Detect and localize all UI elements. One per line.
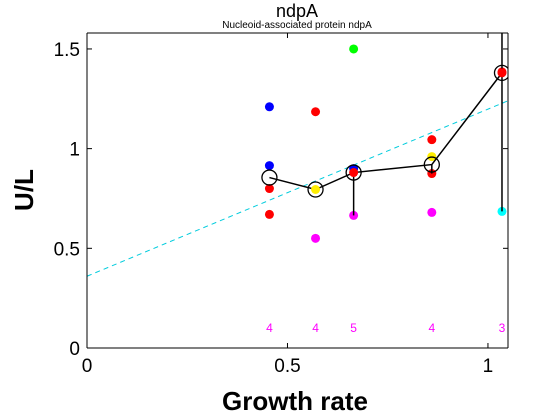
plot-clip-group: 4 4 5 4 3 bbox=[87, 33, 508, 335]
data-point bbox=[264, 161, 274, 171]
mean-marker-fill bbox=[497, 68, 507, 78]
y-tick-label: 1 bbox=[69, 140, 80, 161]
y-tick-label: 0.5 bbox=[54, 239, 80, 260]
plot-area: 4 4 5 4 3 0 0.5 1 0 0.5 1 1.5 bbox=[54, 32, 509, 377]
mean-marker-fill bbox=[311, 185, 321, 195]
count-label: 4 bbox=[428, 321, 435, 335]
count-label: 3 bbox=[499, 321, 506, 335]
y-axis-label: U/L bbox=[9, 169, 39, 211]
chart-subtitle: Nucleoid-associated protein ndpA bbox=[222, 20, 372, 31]
y-tick-label: 1.5 bbox=[54, 40, 80, 61]
y-tick-label: 0 bbox=[69, 339, 80, 360]
mean-marker bbox=[307, 181, 324, 198]
data-point bbox=[311, 233, 321, 243]
count-label: 4 bbox=[312, 321, 319, 335]
x-tick-label: 1 bbox=[483, 356, 494, 377]
mean-marker bbox=[345, 164, 362, 181]
mean-marker-fill bbox=[349, 168, 359, 178]
mean-line bbox=[269, 72, 503, 191]
count-label: 5 bbox=[350, 321, 357, 335]
data-point bbox=[311, 107, 321, 117]
data-point bbox=[427, 207, 437, 217]
mean-marker bbox=[261, 169, 278, 186]
x-tick-label: 0.5 bbox=[274, 356, 300, 377]
data-point bbox=[264, 184, 274, 194]
data-point bbox=[349, 44, 359, 54]
mean-marker bbox=[423, 156, 440, 173]
chart-title: ndpA bbox=[276, 1, 318, 21]
count-label: 4 bbox=[266, 321, 273, 335]
data-point bbox=[264, 102, 274, 112]
mean-marker bbox=[493, 64, 508, 82]
fit-line bbox=[87, 100, 508, 277]
x-tick-label: 0 bbox=[82, 356, 93, 377]
x-axis-label: Growth rate bbox=[222, 386, 368, 416]
data-point bbox=[264, 209, 274, 219]
data-point bbox=[427, 135, 437, 145]
